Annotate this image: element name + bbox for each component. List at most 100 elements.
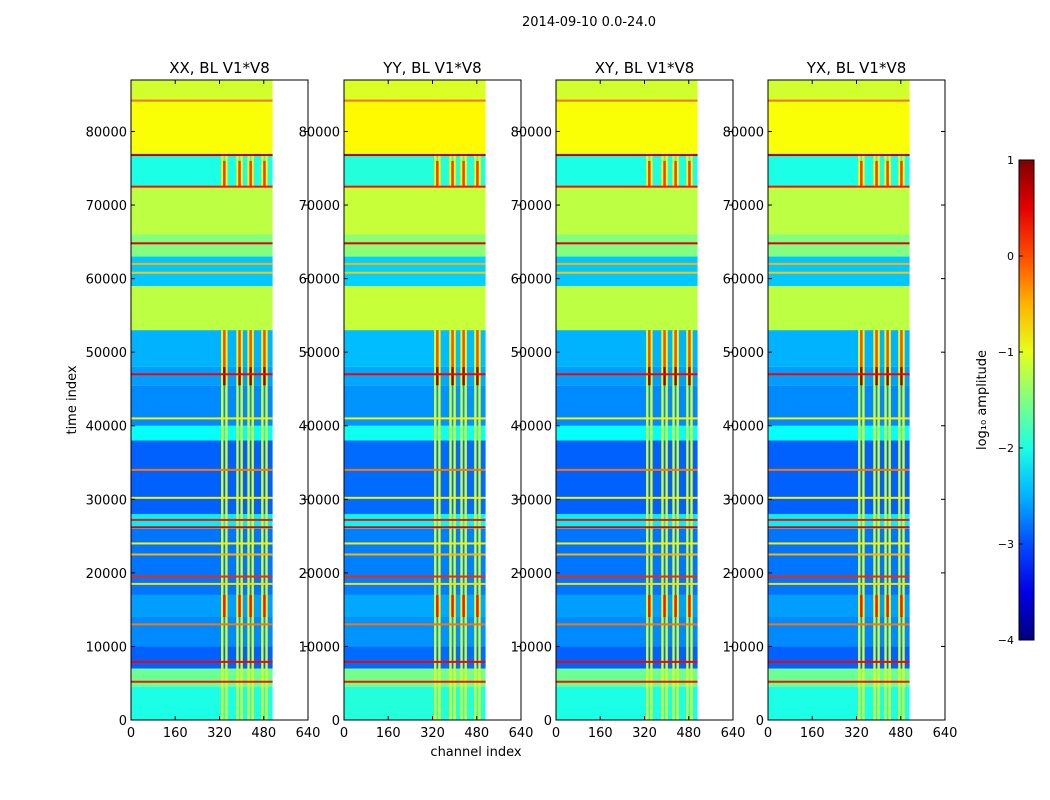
rfi-column: [676, 330, 679, 720]
y-tick-label: 50000: [86, 346, 127, 361]
rfi-block: [688, 330, 691, 367]
time-stripe: [344, 373, 486, 376]
heatmap-band: [556, 285, 698, 331]
heatmap-band: [768, 385, 910, 426]
y-tick-label: 20000: [86, 567, 127, 582]
time-stripe: [131, 542, 273, 545]
y-tick-label: 80000: [299, 125, 340, 140]
rfi-block: [688, 594, 691, 618]
rfi-block: [238, 594, 241, 618]
rfi-column: [862, 330, 865, 720]
colorbar-tick-label: −1: [998, 346, 1014, 359]
rfi-column: [265, 153, 268, 187]
heatmap-band: [556, 440, 698, 515]
rfi-block: [462, 594, 465, 618]
x-tick-label: 640: [296, 726, 321, 741]
rfi-column: [650, 330, 653, 720]
time-stripe: [556, 496, 698, 499]
heatmap-band: [768, 102, 910, 154]
rfi-block: [263, 160, 266, 187]
rfi-column: [898, 153, 901, 187]
rfi-block: [886, 160, 889, 187]
rfi-column: [650, 153, 653, 187]
y-tick-label: 50000: [723, 346, 764, 361]
time-stripe: [768, 185, 910, 188]
heatmap-band: [768, 528, 910, 595]
rfi-block: [886, 594, 889, 618]
panel-1: YY, BL V1*V8 0 160 320 480 640 0 10000 20000 3000…: [299, 59, 534, 741]
rfi-block: [238, 160, 241, 187]
time-stripe: [344, 582, 486, 585]
time-stripe: [344, 526, 486, 529]
rfi-block: [223, 366, 226, 386]
rfi-block: [663, 366, 666, 386]
heatmap-band: [768, 668, 910, 687]
y-tick-label: 0: [332, 714, 340, 729]
panel-title: XX, BL V1*V8: [169, 59, 270, 77]
rfi-column: [460, 330, 463, 720]
heatmap-band: [131, 285, 273, 331]
rfi-column: [686, 330, 689, 720]
rfi-column: [449, 153, 452, 187]
rfi-column: [646, 153, 649, 187]
time-stripe: [768, 262, 910, 265]
panel-0: XX, BL V1*V8 0 160 320 480 640 0 10000 20000 3000…: [86, 59, 321, 741]
heatmap-band: [131, 385, 273, 426]
y-tick-label: 10000: [511, 640, 552, 655]
time-stripe: [556, 99, 698, 102]
x-tick-label: 160: [163, 726, 188, 741]
y-tick-label: 0: [119, 714, 127, 729]
time-stripe: [556, 518, 698, 521]
time-stripe: [344, 468, 486, 471]
heatmap-band: [131, 234, 273, 257]
rfi-column: [225, 153, 228, 187]
heatmap-band: [131, 528, 273, 595]
rfi-column: [464, 153, 467, 187]
heatmap-band: [344, 440, 486, 515]
y-axis-label: time index: [65, 365, 80, 434]
time-stripe: [131, 623, 273, 626]
time-stripe: [344, 185, 486, 188]
rfi-block: [688, 366, 691, 386]
time-stripe: [556, 553, 698, 556]
rfi-block: [462, 366, 465, 386]
heatmap-band: [131, 686, 273, 720]
colorbar-tick-label: 1: [1007, 154, 1014, 167]
rfi-block: [674, 160, 677, 187]
time-stripe: [344, 680, 486, 683]
rfi-block: [860, 330, 863, 367]
x-tick-label: 160: [800, 726, 825, 741]
colorbar-tick-label: −2: [998, 442, 1014, 455]
time-stripe: [768, 680, 910, 683]
rfi-block: [900, 160, 903, 187]
time-stripe: [131, 373, 273, 376]
rfi-block: [648, 366, 651, 386]
time-stripe: [131, 262, 273, 265]
rfi-column: [240, 330, 243, 720]
rfi-column: [902, 153, 905, 187]
time-stripe: [344, 496, 486, 499]
rfi-block: [436, 594, 439, 618]
heatmap-band: [768, 80, 910, 103]
rfi-block: [648, 330, 651, 367]
panel-2: XY, BL V1*V8 0 160 320 480 640 0 10000 20000 3000…: [511, 59, 746, 741]
rfi-block: [462, 160, 465, 187]
heatmap-band: [556, 385, 698, 426]
time-stripe: [768, 468, 910, 471]
panel-title: YX, BL V1*V8: [806, 59, 907, 77]
time-stripe: [556, 468, 698, 471]
rfi-column: [858, 153, 861, 187]
y-tick-label: 50000: [299, 346, 340, 361]
heatmap-band: [131, 440, 273, 515]
rfi-column: [888, 153, 891, 187]
rfi-column: [858, 330, 861, 720]
time-stripe: [344, 623, 486, 626]
time-stripe: [768, 242, 910, 245]
rfi-block: [238, 366, 241, 386]
time-stripe: [344, 262, 486, 265]
rfi-column: [261, 330, 264, 720]
time-stripe: [344, 154, 486, 157]
x-tick-label: 320: [632, 726, 657, 741]
x-tick-label: 320: [844, 726, 869, 741]
time-stripe: [131, 518, 273, 521]
